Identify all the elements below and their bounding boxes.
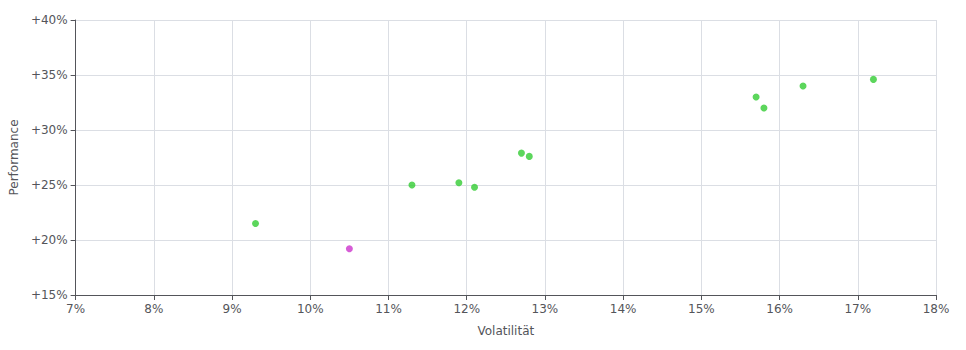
svg-text:10%: 10% — [297, 302, 324, 316]
svg-text:+35%: +35% — [31, 68, 68, 82]
svg-text:+40%: +40% — [31, 13, 68, 27]
svg-text:18%: 18% — [923, 302, 950, 316]
svg-text:+30%: +30% — [31, 123, 68, 137]
svg-text:15%: 15% — [688, 302, 715, 316]
svg-text:12%: 12% — [453, 302, 480, 316]
svg-text:+20%: +20% — [31, 233, 68, 247]
svg-text:14%: 14% — [610, 302, 637, 316]
svg-text:8%: 8% — [144, 302, 163, 316]
svg-text:+15%: +15% — [31, 288, 68, 302]
svg-text:16%: 16% — [766, 302, 793, 316]
svg-text:7%: 7% — [66, 302, 85, 316]
svg-text:Volatilität: Volatilität — [477, 324, 534, 338]
svg-text:13%: 13% — [532, 302, 559, 316]
svg-text:9%: 9% — [223, 302, 242, 316]
svg-text:17%: 17% — [844, 302, 871, 316]
svg-text:11%: 11% — [375, 302, 402, 316]
svg-text:+25%: +25% — [31, 178, 68, 192]
svg-text:Performance: Performance — [7, 119, 21, 195]
